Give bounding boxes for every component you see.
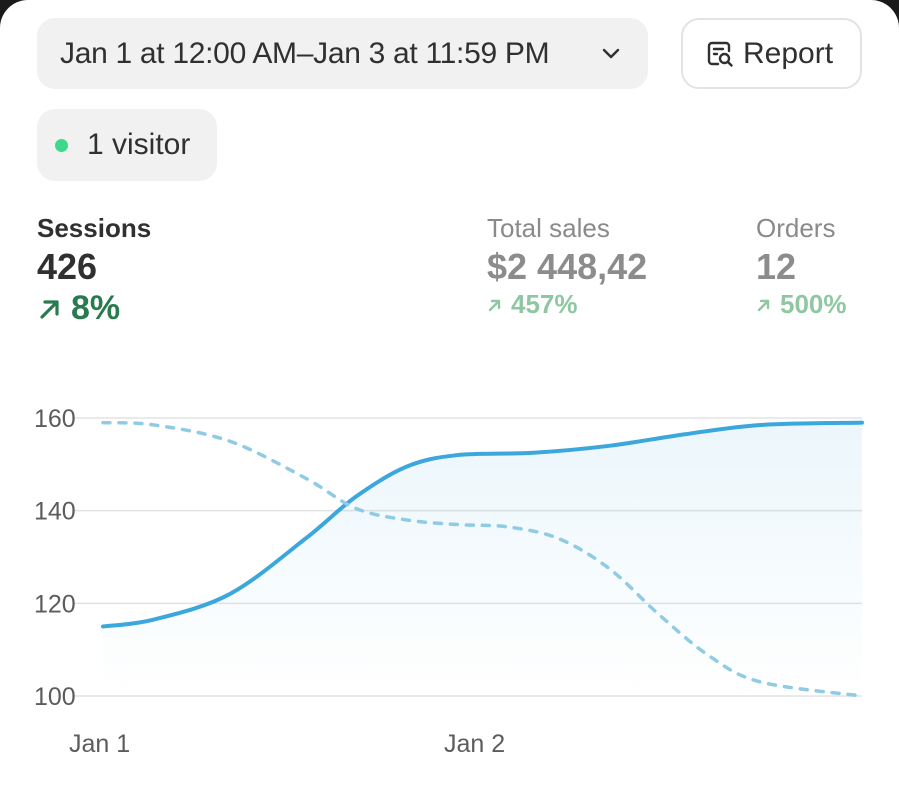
date-range-picker[interactable]: Jan 1 at 12:00 AM–Jan 3 at 11:59 PM (37, 18, 648, 89)
metric-value: 426 (37, 246, 98, 287)
metric-change-value: 457% (511, 289, 578, 319)
series-area (103, 422, 862, 696)
arrow-up-right-icon (40, 299, 59, 319)
metric-change-value: 500% (780, 289, 847, 319)
arrow-up-right-icon (757, 299, 770, 311)
date-range-label: Jan 1 at 12:00 AM–Jan 3 at 11:59 PM (60, 36, 550, 70)
live-status-dot (55, 138, 68, 152)
metric-change: 457% (487, 289, 647, 320)
report-button[interactable]: Report (681, 18, 862, 89)
previous-period-line[interactable] (101, 420, 864, 698)
metric-sessions[interactable]: Sessions 426 8% (37, 213, 151, 328)
y-tick-label: 100 (34, 683, 76, 711)
metric-change-value: 8% (71, 289, 121, 327)
chevron-down-icon (602, 48, 620, 59)
y-tick-label: 160 (34, 405, 76, 433)
metric-value: 12 (756, 246, 797, 287)
metric-label: Total sales (487, 213, 610, 243)
x-tick-label: Jan 1 (69, 730, 130, 758)
y-tick-label: 120 (34, 590, 76, 618)
sessions-line-chart: 100 120 140 160 Jan 1 Jan 2 (34, 405, 864, 758)
current-period-line[interactable] (101, 420, 864, 629)
visitors-label: 1 visitor (87, 128, 191, 161)
metric-value: $2 448,42 (487, 246, 648, 287)
metric-orders[interactable]: Orders 12 500% (756, 213, 847, 320)
metric-label: Sessions (37, 213, 152, 243)
report-search-icon (707, 41, 733, 67)
metric-total-sales[interactable]: Total sales $2 448,42 457% (487, 213, 647, 320)
x-tick-label: Jan 2 (444, 730, 505, 758)
arrow-up-right-icon (488, 299, 501, 311)
report-label: Report (743, 36, 834, 70)
live-visitors-badge[interactable]: 1 visitor (37, 109, 217, 181)
metric-change: 500% (756, 289, 847, 320)
metric-label: Orders (756, 213, 836, 243)
metric-change: 8% (37, 289, 151, 328)
y-tick-label: 140 (34, 498, 76, 526)
